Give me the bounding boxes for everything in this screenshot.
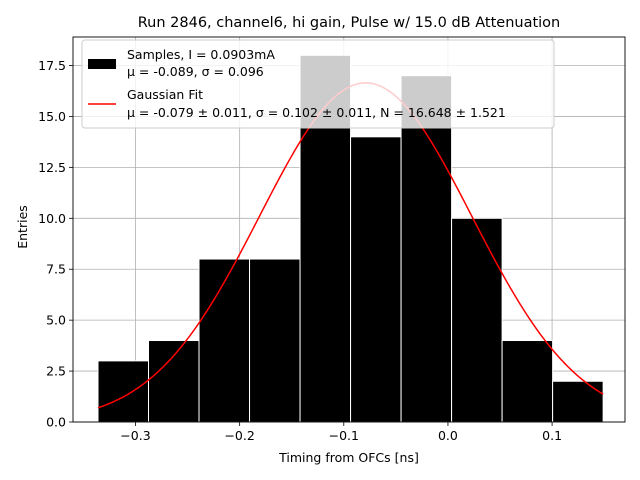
histogram-bar-8 bbox=[501, 340, 554, 423]
x-tick-label-4: 0.1 bbox=[542, 428, 562, 443]
plot-frame bbox=[72, 36, 626, 423]
x-tick-label-3: 0.0 bbox=[438, 428, 458, 443]
histogram-bar-3 bbox=[249, 258, 301, 423]
legend-samples-stats: μ = -0.089, σ = 0.096 bbox=[127, 64, 264, 79]
y-tick-label-1: 2.5 bbox=[46, 364, 66, 379]
y-ticks: 0.0 2.5 5.0 7.5 10.0 12.5 15.0 17.5 bbox=[38, 58, 73, 430]
histogram-bar-1 bbox=[148, 340, 200, 423]
x-axis-label: Timing from OFCs [ns] bbox=[278, 450, 419, 465]
histogram-bar-0 bbox=[97, 360, 150, 423]
legend: Samples, I = 0.0903mA μ = -0.089, σ = 0.… bbox=[81, 39, 555, 129]
legend-samples-label: Samples, I = 0.0903mA bbox=[127, 47, 275, 62]
chart-title: Run 2846, channel6, hi gain, Pulse w/ 15… bbox=[138, 15, 561, 31]
legend-fit-stats: μ = -0.079 ± 0.011, σ = 0.102 ± 0.011, N… bbox=[127, 105, 506, 120]
y-axis-label: Entries bbox=[15, 205, 30, 249]
legend-box bbox=[81, 39, 555, 129]
y-tick-label-5: 12.5 bbox=[38, 160, 66, 175]
x-ticks: −0.3 −0.2 −0.1 0.0 0.1 bbox=[120, 422, 562, 443]
y-tick-label-3: 7.5 bbox=[46, 262, 66, 277]
y-tick-label-4: 10.0 bbox=[38, 211, 66, 226]
x-tick-label-0: −0.3 bbox=[120, 428, 150, 443]
x-tick-label-1: −0.2 bbox=[224, 428, 254, 443]
legend-histogram-swatch bbox=[88, 59, 116, 69]
y-tick-label-6: 15.0 bbox=[38, 109, 66, 124]
histogram-bar-7 bbox=[451, 217, 503, 423]
histogram-bar-5 bbox=[350, 136, 402, 423]
x-tick-label-2: −0.1 bbox=[329, 428, 359, 443]
histogram-bar-9 bbox=[552, 380, 604, 423]
y-tick-label-2: 5.0 bbox=[46, 313, 66, 328]
legend-fit-label: Gaussian Fit bbox=[127, 87, 203, 102]
y-tick-label-7: 17.5 bbox=[38, 58, 66, 73]
y-tick-label-0: 0.0 bbox=[46, 415, 66, 430]
